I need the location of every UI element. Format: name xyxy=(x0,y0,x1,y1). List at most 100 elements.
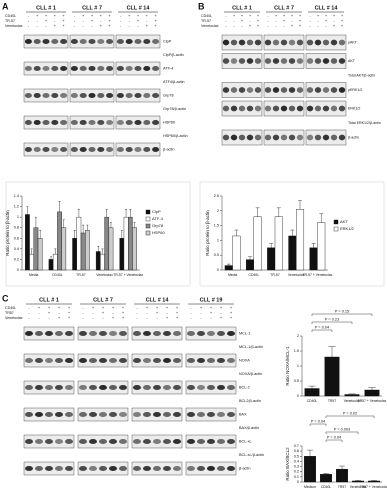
legend-label: AKT xyxy=(340,219,348,224)
blot-band xyxy=(222,58,230,64)
treatment-sign: - xyxy=(120,18,122,23)
blot-band xyxy=(153,384,161,391)
treatment-sign: + xyxy=(108,23,111,28)
bar xyxy=(317,222,326,271)
blot-band xyxy=(55,438,63,445)
x-tick-label: TR57 + Venetoclax xyxy=(360,485,387,489)
blot-band xyxy=(119,330,127,337)
y-tick-label: 1 xyxy=(217,238,219,242)
y-axis-label: Ratio protein to β-actin xyxy=(205,210,210,256)
treatment-sign: - xyxy=(58,310,60,315)
bar xyxy=(80,232,86,271)
blot-band xyxy=(79,65,87,72)
bar xyxy=(364,389,380,397)
treatment-sign: + xyxy=(249,13,252,18)
y-tick-label: 0 xyxy=(297,394,299,398)
y-tick-label: 0 xyxy=(17,268,19,272)
blot-band xyxy=(264,58,272,64)
blot-band xyxy=(134,146,142,153)
bar xyxy=(76,216,82,271)
treatment-sign: - xyxy=(136,315,138,320)
blot-band xyxy=(79,92,87,99)
bar xyxy=(100,253,105,271)
blot-band xyxy=(306,39,314,46)
y-tick-label: 0 xyxy=(297,480,299,484)
bar xyxy=(352,480,364,483)
blot-band xyxy=(97,65,105,72)
x-tick-label: TR-57 xyxy=(270,273,280,277)
blot-band xyxy=(25,411,33,418)
blot-band xyxy=(238,134,246,141)
blot-band xyxy=(306,58,314,64)
treatment-sign: - xyxy=(220,310,222,315)
blot-band xyxy=(207,357,215,364)
blot-band xyxy=(163,330,171,337)
treatment-sign: + xyxy=(333,13,336,18)
blot-band xyxy=(65,465,73,472)
treatment-sign: - xyxy=(210,315,212,320)
treatment-sign: + xyxy=(128,13,131,18)
blot-band xyxy=(163,465,171,472)
treatment-sign: + xyxy=(176,310,179,315)
bar xyxy=(245,259,254,271)
blot-band xyxy=(79,384,87,391)
blot-band xyxy=(217,357,225,364)
treatment-sign: - xyxy=(28,13,30,18)
blot-band xyxy=(197,438,205,445)
row-label: Grp78/β-actin xyxy=(163,107,186,111)
blot-band xyxy=(222,39,230,46)
treatment-sign: - xyxy=(275,23,277,28)
chart-frame xyxy=(5,181,191,287)
bar xyxy=(95,251,101,271)
blot-band xyxy=(42,38,50,45)
x-tick-label: Media xyxy=(29,273,38,277)
bar xyxy=(108,227,114,271)
cohort-label: CLL # 1 xyxy=(232,5,252,11)
blot-band xyxy=(173,465,181,472)
legend-label: ERK1/2 xyxy=(340,226,355,231)
treatment-sign: - xyxy=(74,18,76,23)
blot-band xyxy=(89,438,97,445)
treatment-sign: + xyxy=(333,23,336,28)
treatment-sign: + xyxy=(68,315,71,320)
treatment-sign: + xyxy=(176,305,179,310)
blot-band xyxy=(143,357,151,364)
treatment-sign: + xyxy=(122,315,125,320)
x-tick-label: Venetoclax xyxy=(288,273,305,277)
blot-band xyxy=(133,465,141,472)
x-tick-label: TR-57 + Venetoclax xyxy=(113,273,143,277)
panel-letter: A xyxy=(2,1,9,11)
blot-band xyxy=(109,357,117,364)
treatment-sign: + xyxy=(166,305,169,310)
row-label: NOXA/β-actin xyxy=(239,372,262,376)
blot-band xyxy=(65,357,73,364)
blot-band xyxy=(89,330,97,337)
p-bracket xyxy=(325,415,375,418)
row-label: pERK1/2 xyxy=(348,88,362,92)
blot-band xyxy=(106,146,114,153)
treatment-sign: - xyxy=(156,315,158,320)
blot-band xyxy=(88,146,96,153)
p-bracket xyxy=(311,329,333,332)
blot-band xyxy=(88,38,96,45)
blot-band xyxy=(134,38,142,45)
blot-band xyxy=(296,87,304,93)
blot-band xyxy=(152,119,160,126)
blot-band xyxy=(314,39,322,46)
blot-band xyxy=(314,87,322,93)
row-label: HSP60/β-actin xyxy=(163,134,188,138)
legend-swatch xyxy=(333,219,339,225)
blot-band xyxy=(153,411,161,418)
treatment-sign: + xyxy=(58,305,61,310)
treatment-sign: - xyxy=(190,310,192,315)
row-label: pAKT xyxy=(348,40,358,44)
treatment-sign: + xyxy=(257,13,260,18)
blot-band xyxy=(280,134,288,141)
blot-band xyxy=(116,38,124,45)
treatment-sign: - xyxy=(38,310,40,315)
bar xyxy=(267,247,276,271)
bar xyxy=(127,216,133,271)
treatment-sign: - xyxy=(48,315,50,320)
legend-swatch xyxy=(145,230,151,236)
blot-band xyxy=(60,119,68,126)
